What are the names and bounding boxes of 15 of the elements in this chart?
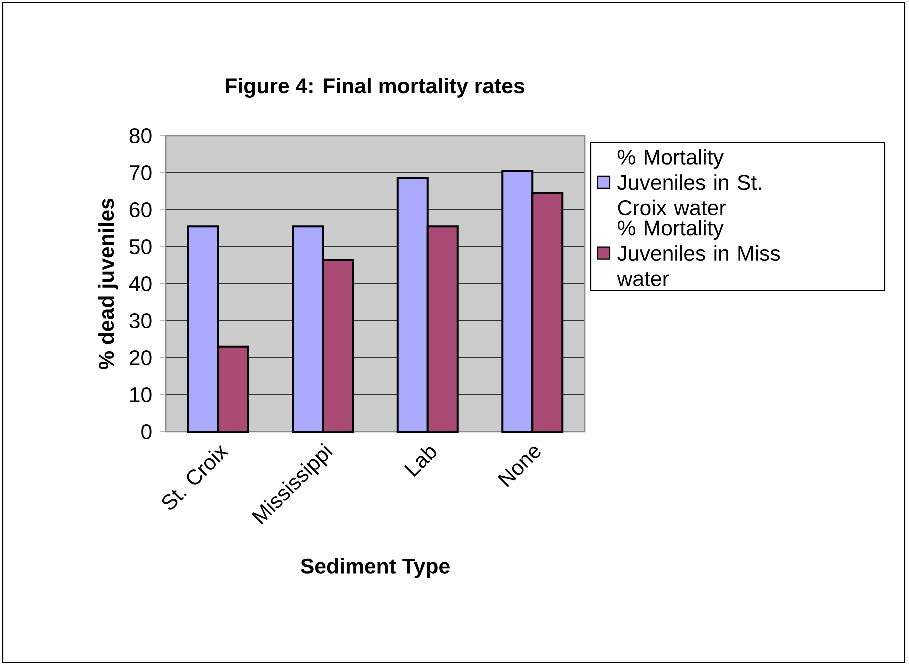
- legend-label: % Mortality Juveniles in St. Croix water: [618, 149, 762, 216]
- chart-title: Figure 4: Final mortality rates: [226, 78, 524, 98]
- y-tick-label: 70: [130, 165, 152, 181]
- y-tick-label: 80: [130, 128, 152, 144]
- y-tick-label: 30: [130, 313, 152, 329]
- y-tick-label: 20: [130, 350, 152, 366]
- y-tick-label: 50: [130, 239, 152, 255]
- y-tick-label: 60: [130, 202, 152, 218]
- y-tick-label: 40: [129, 276, 152, 292]
- x-tick-label: Lab: [404, 447, 437, 477]
- y-tick-label: 0: [142, 424, 152, 440]
- y-axis-title: % dead juveniles: [98, 198, 118, 370]
- x-axis-title: Sediment Type: [301, 558, 450, 578]
- y-tick-label: 10: [130, 387, 152, 403]
- legend-label: % Mortality Juveniles in Miss water: [617, 220, 780, 286]
